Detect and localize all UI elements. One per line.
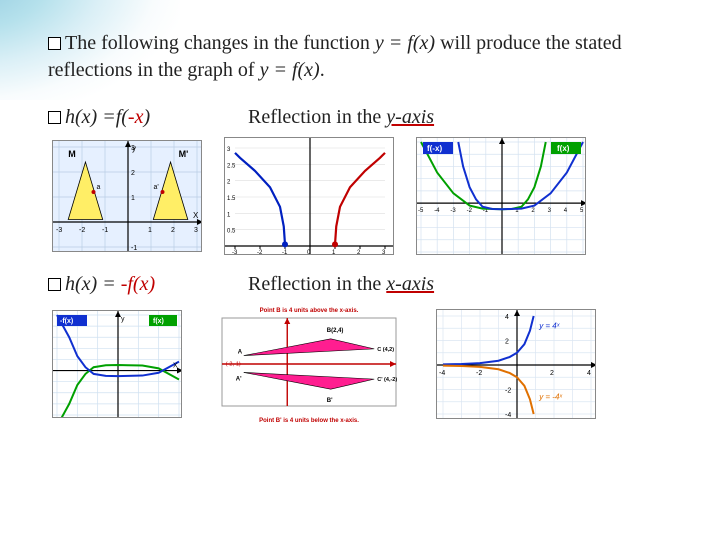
svg-text:1: 1 <box>131 195 135 202</box>
svg-text:B(2,4): B(2,4) <box>327 328 344 334</box>
svg-text:a: a <box>97 184 101 191</box>
svg-text:-2: -2 <box>79 227 85 234</box>
svg-text:(-2,-1): (-2,-1) <box>226 362 241 368</box>
svg-text:-1: -1 <box>282 250 288 255</box>
svg-text:2: 2 <box>171 227 175 234</box>
rule1-row: h(x) =f(-x) Reflection in the y-axis <box>48 106 672 129</box>
graph-xreflect-cubic: -f(x) f(x) Xy <box>52 310 182 418</box>
rule1-desc-prefix: Reflection in the <box>248 106 386 128</box>
svg-text:Point B' is 4 units below the: Point B' is 4 units below the x-axis. <box>259 418 359 424</box>
svg-text:2: 2 <box>131 170 135 177</box>
graph-yreflect-cubic: -5-4-3-2-112345f(-x)f(x) <box>416 137 586 255</box>
svg-text:-4: -4 <box>439 370 445 377</box>
svg-text:1.5: 1.5 <box>227 196 236 202</box>
rule1-lhs: h(x) =f(-x) <box>48 106 248 129</box>
svg-text:f(x): f(x) <box>557 144 570 153</box>
svg-text:-1: -1 <box>102 227 108 234</box>
svg-text:4: 4 <box>505 314 509 321</box>
svg-text:C (4,2): C (4,2) <box>377 347 394 353</box>
rule2-lhs-prefix: h(x) = <box>65 273 121 295</box>
intro-part3: . <box>320 59 325 81</box>
svg-text:Point B is 4 units above the x: Point B is 4 units above the x-axis. <box>260 308 359 314</box>
rule2-desc: Reflection in the x-axis <box>248 273 434 296</box>
svg-text:M': M' <box>179 149 189 159</box>
svg-text:-4: -4 <box>434 208 440 214</box>
svg-text:-4: -4 <box>505 412 511 419</box>
graph-xreflect-triangles: Point B is 4 units above the x-axis. B(2,… <box>204 304 414 424</box>
rule1-lhs-neg: -x <box>128 106 144 128</box>
graph-yreflect-triangles: -3-2-1123-1123MM'Xyaa' <box>52 140 202 252</box>
rule1-desc: Reflection in the y-axis <box>248 106 434 129</box>
svg-text:B': B' <box>327 398 333 404</box>
svg-text:y: y <box>132 144 136 153</box>
bullet-icon <box>48 111 61 124</box>
rule1-lhs-prefix: h(x) = <box>65 106 116 128</box>
graph-yreflect-curves: 0.511.522.53-3-2-10123 <box>224 137 394 255</box>
svg-text:2.5: 2.5 <box>227 163 236 169</box>
rule2-lhs-neg: -f(x) <box>121 273 155 295</box>
bullet-icon <box>48 37 61 50</box>
rule2-axis: x-axis <box>386 273 434 295</box>
svg-text:-5: -5 <box>418 208 424 214</box>
svg-text:-2: -2 <box>257 250 263 255</box>
svg-text:y = 4ˣ: y = 4ˣ <box>538 321 561 330</box>
svg-text:-2: -2 <box>505 388 511 395</box>
svg-text:M: M <box>68 149 76 159</box>
svg-text:-1: -1 <box>131 245 137 252</box>
svg-text:C' (4,-2): C' (4,-2) <box>377 377 397 383</box>
rule2-row: h(x) = -f(x) Reflection in the x-axis <box>48 273 672 296</box>
svg-text:-f(x): -f(x) <box>60 318 73 325</box>
svg-text:a': a' <box>154 184 159 191</box>
rule2-desc-prefix: Reflection in the <box>248 273 386 295</box>
svg-text:f(-x): f(-x) <box>427 144 442 153</box>
svg-text:-2: -2 <box>467 208 473 214</box>
rule1-axis: y-axis <box>386 106 434 128</box>
svg-text:-3: -3 <box>450 208 456 214</box>
svg-text:A: A <box>238 350 243 356</box>
svg-text:4: 4 <box>587 370 591 377</box>
slide-content: The following changes in the function y … <box>0 0 720 450</box>
svg-text:2: 2 <box>505 339 509 346</box>
svg-text:2: 2 <box>550 370 554 377</box>
svg-text:y = -4ˣ: y = -4ˣ <box>538 392 563 401</box>
bullet-icon <box>48 278 61 291</box>
svg-text:3: 3 <box>194 227 198 234</box>
intro-part1: The following changes in the function <box>65 32 375 54</box>
rule1-lhs-close: ) <box>143 106 150 128</box>
svg-text:X: X <box>193 211 199 220</box>
svg-text:A': A' <box>236 376 242 382</box>
graph-xreflect-exponential: -4 -2 2 4 -4 -2 2 4 y = 4ˣ y = -4ˣ <box>436 309 596 419</box>
intro-fn1: y = f(x) <box>375 32 435 54</box>
svg-text:f(x): f(x) <box>153 318 164 325</box>
rule1-lhs-fn: f( <box>116 106 128 128</box>
svg-text:-3: -3 <box>232 250 238 255</box>
svg-text:-3: -3 <box>56 227 62 234</box>
graphs-row-2: -f(x) f(x) Xy Point B is 4 units above the… <box>52 304 672 424</box>
graphs-row-1: -3-2-1123-1123MM'Xyaa' 0.511.522.53-3-2-… <box>52 137 672 255</box>
svg-text:0.5: 0.5 <box>227 229 236 235</box>
intro-text: The following changes in the function y … <box>48 30 672 84</box>
rule2-lhs: h(x) = -f(x) <box>48 273 248 296</box>
svg-text:y: y <box>121 316 125 323</box>
intro-fn2: y = f(x) <box>260 59 320 81</box>
svg-text:-2: -2 <box>476 370 482 377</box>
svg-text:1: 1 <box>148 227 152 234</box>
svg-text:X: X <box>173 363 178 370</box>
